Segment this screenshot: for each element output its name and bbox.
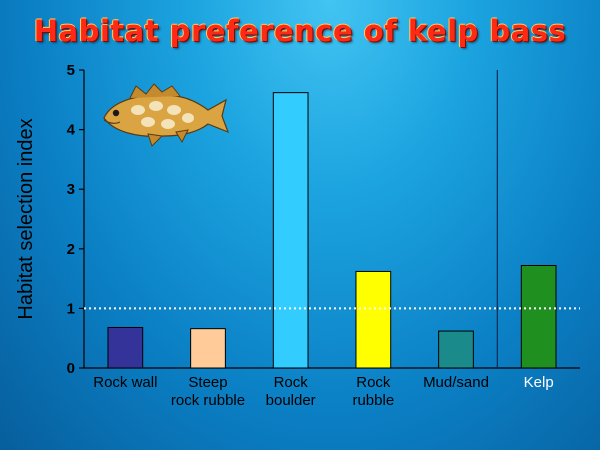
x-category-label: Steep [188, 374, 227, 391]
kelp-bass-fish-icon [103, 83, 230, 147]
bar [190, 328, 226, 369]
plot-area [83, 70, 580, 369]
bar [272, 92, 309, 369]
x-category-label: Mud/sand [423, 374, 489, 391]
y-tick-label: 3 [67, 181, 75, 198]
bar [438, 330, 474, 369]
y-tick-label: 5 [67, 62, 75, 79]
y-tick-label: 2 [67, 241, 75, 258]
bar [355, 270, 392, 369]
x-category-label: Rock wall [93, 374, 157, 391]
x-category-label: Rock [274, 374, 309, 391]
bars [84, 92, 580, 369]
x-category-label: boulder [266, 392, 316, 409]
y-axis-ticks: 0 1 2 3 4 5 [67, 62, 84, 377]
y-tick-label: 4 [67, 122, 76, 139]
y-axis-label: Habitat selection index [15, 118, 37, 319]
x-category-label: Rock [356, 374, 391, 391]
y-tick-label: 0 [67, 360, 75, 377]
y-tick-label: 1 [67, 300, 75, 317]
x-category-label: rubble [352, 392, 394, 409]
bar [107, 326, 144, 369]
chart-title: Habitat preference of kelp bass [33, 14, 567, 48]
x-category-label: Kelp [524, 374, 554, 391]
bar [520, 264, 557, 369]
x-category-label: rock rubble [171, 392, 245, 409]
